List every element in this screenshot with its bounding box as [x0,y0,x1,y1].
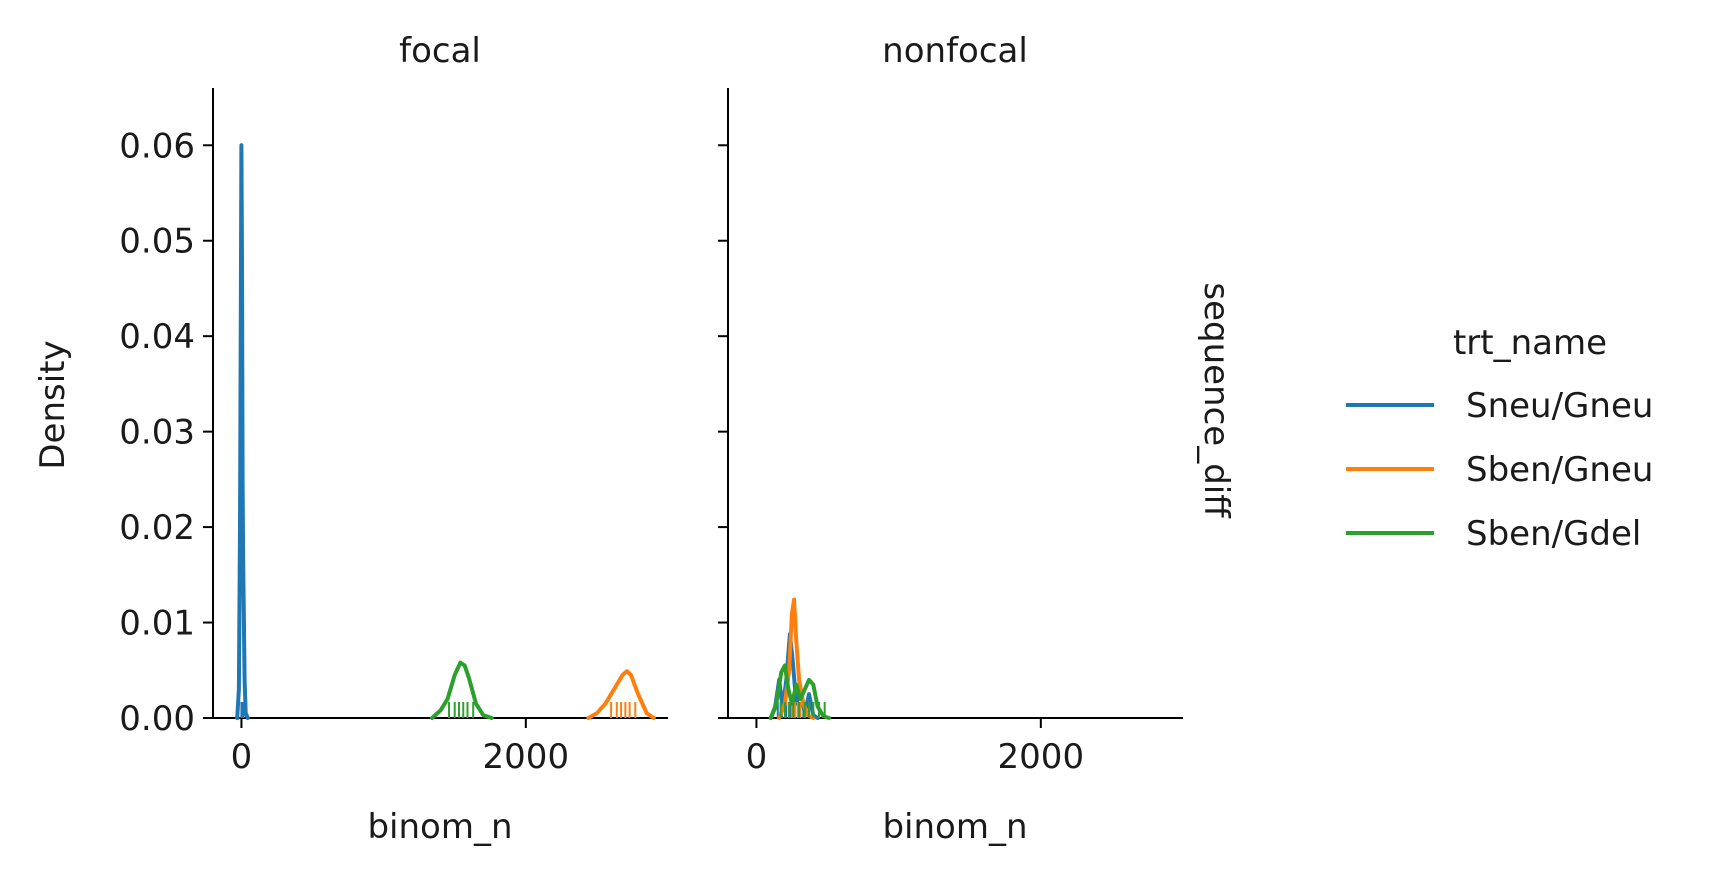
x-tick-label: 0 [231,737,253,777]
y-tick-label: 0.05 [119,222,195,262]
legend: trt_name Sneu/Gneu Sben/Gneu Sben/Gdel [1346,323,1653,554]
legend-label: Sben/Gdel [1466,514,1641,554]
panel-title-focal: focal [399,31,481,71]
x-axis-label-focal: binom_n [367,807,512,847]
density-curve-sben-gdel [430,660,494,720]
x-tick-label: 2000 [483,737,570,777]
legend-title: trt_name [1453,323,1607,363]
density-curve-sben-gneu [586,669,656,720]
legend-label: Sben/Gneu [1466,450,1653,490]
y-tick-label: 0.04 [119,317,195,357]
panel-nonfocal: 0 2000 [718,88,1183,777]
x-axis-label-nonfocal: binom_n [882,807,1027,847]
panel-title-nonfocal: nonfocal [882,31,1028,71]
y-tick-label: 0.06 [119,126,195,166]
density-curve-sneu-gneu [235,143,250,720]
x-tick-label: 2000 [998,737,1085,777]
density-curve-sben-gdel [768,663,831,720]
legend-label: Sneu/Gneu [1466,386,1653,426]
y-tick-label: 0.00 [119,699,195,739]
y-axis-label: Density [33,340,73,469]
y-tick-label: 0.01 [119,604,195,644]
y-tick-label: 0.03 [119,413,195,453]
x-tick-label: 0 [746,737,768,777]
panel-focal: 0.00 0.01 0.02 0.03 0.04 0.05 0.06 0 2000 [119,88,668,777]
row-label: sequence_diff [1196,282,1236,519]
y-tick-label: 0.02 [119,508,195,548]
